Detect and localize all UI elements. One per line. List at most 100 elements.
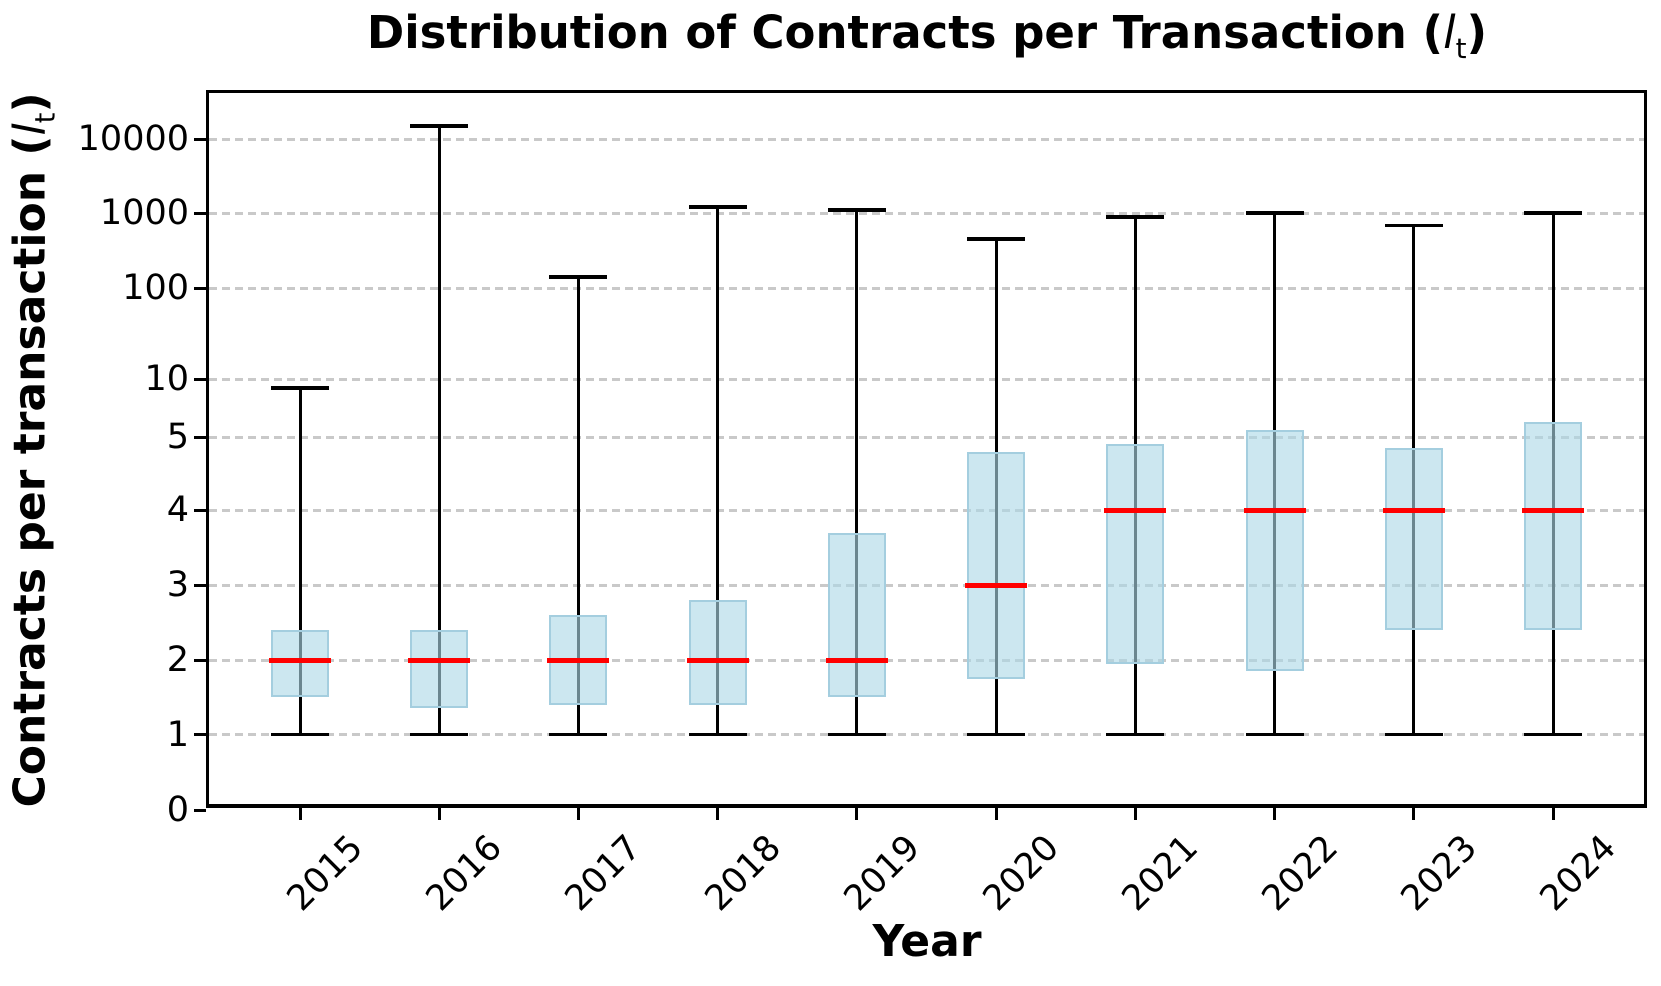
x-axis-label: Year <box>872 916 982 967</box>
median-2017 <box>547 657 610 663</box>
whisker-2016 <box>437 126 441 735</box>
x-tick-2023 <box>1412 808 1416 820</box>
x-tick-2021 <box>1133 808 1137 820</box>
gridline-100 <box>209 286 1644 290</box>
y-tick-10000 <box>194 137 206 141</box>
whisker-cap-bottom-2023 <box>1384 732 1443 737</box>
whisker-cap-top-2023 <box>1384 223 1443 228</box>
box-2022 <box>1245 429 1304 672</box>
median-2015 <box>269 657 331 663</box>
chart-title-math-sub: t <box>1455 32 1467 65</box>
median-2018 <box>686 657 749 663</box>
chart-title-close: ) <box>1466 6 1488 59</box>
y-axis-label-math-sub: t <box>30 112 62 124</box>
y-tick-label-0: 0 <box>166 790 189 830</box>
y-tick-label-10: 10 <box>144 359 189 399</box>
box-2024 <box>1524 421 1582 630</box>
whisker-cap-top-2024 <box>1524 211 1582 215</box>
median-2020 <box>965 582 1028 588</box>
chart-title-math-var: l <box>1443 6 1456 59</box>
x-tick-2016 <box>437 808 441 820</box>
median-2023 <box>1382 507 1445 513</box>
spine-right <box>1644 90 1647 808</box>
gridline-1000 <box>209 211 1644 215</box>
spine-bottom <box>206 804 1647 808</box>
y-tick-label-10000: 10000 <box>77 119 189 159</box>
y-tick-label-100: 100 <box>122 268 189 308</box>
y-tick-2 <box>194 658 206 662</box>
whisker-cap-top-2022 <box>1245 211 1304 215</box>
whisker-cap-bottom-2017 <box>549 732 608 737</box>
chart-title: Distribution of Contracts per Transactio… <box>207 6 1647 65</box>
box-2016 <box>410 630 469 709</box>
spine-left <box>206 90 209 808</box>
spine-top <box>206 90 1647 93</box>
y-tick-1 <box>194 733 206 736</box>
x-tick-2015 <box>298 808 302 820</box>
whisker-cap-bottom-2019 <box>827 732 886 737</box>
y-tick-1000 <box>194 211 206 215</box>
y-tick-0 <box>194 808 206 812</box>
y-axis-label-math-var: l <box>4 123 56 136</box>
y-tick-label-1000: 1000 <box>99 193 189 233</box>
whisker-cap-bottom-2015 <box>271 732 329 737</box>
whisker-cap-top-2018 <box>688 205 747 209</box>
whisker-2015 <box>298 387 302 735</box>
y-axis-label-close: ) <box>4 92 56 113</box>
median-2021 <box>1104 507 1167 513</box>
median-2019 <box>825 657 888 663</box>
chart-title-text: Distribution of Contracts per Transactio… <box>366 6 1444 59</box>
whisker-cap-bottom-2016 <box>410 732 469 737</box>
y-tick-3 <box>194 583 206 587</box>
gridline-10 <box>209 377 1644 381</box>
y-axis-label: Contracts per transaction (lt) <box>5 92 62 807</box>
box-2021 <box>1106 444 1165 664</box>
x-tick-2019 <box>855 808 859 820</box>
y-tick-5 <box>194 435 206 439</box>
x-tick-2017 <box>576 808 580 820</box>
y-tick-4 <box>194 508 206 512</box>
whisker-2019 <box>855 209 859 735</box>
box-2020 <box>967 451 1026 679</box>
gridline-3 <box>209 583 1644 587</box>
y-tick-label-1: 1 <box>166 714 189 755</box>
y-tick-100 <box>194 286 206 290</box>
y-tick-10 <box>194 377 206 381</box>
median-2024 <box>1522 507 1584 513</box>
whisker-cap-bottom-2021 <box>1106 732 1165 737</box>
box-2015 <box>271 630 329 698</box>
whisker-2018 <box>716 207 720 735</box>
gridline-2 <box>209 658 1644 662</box>
whisker-cap-top-2019 <box>827 208 886 212</box>
whisker-2017 <box>576 277 580 735</box>
whisker-cap-top-2021 <box>1106 215 1165 219</box>
whisker-cap-bottom-2022 <box>1245 732 1304 737</box>
whisker-cap-top-2015 <box>271 386 329 390</box>
whisker-cap-top-2017 <box>549 275 608 279</box>
whisker-cap-top-2020 <box>967 237 1026 241</box>
y-tick-label-5: 5 <box>166 417 189 457</box>
y-tick-label-4: 4 <box>166 490 189 530</box>
box-2019 <box>827 532 886 698</box>
whisker-cap-top-2016 <box>410 124 469 128</box>
x-tick-2020 <box>994 808 998 820</box>
gridline-10000 <box>209 137 1644 141</box>
gridline-4 <box>209 508 1644 512</box>
x-tick-2018 <box>716 808 720 820</box>
y-tick-label-2: 2 <box>166 640 189 680</box>
y-axis-label-text: Contracts per transaction ( <box>4 135 56 808</box>
whisker-cap-bottom-2020 <box>967 732 1026 737</box>
gridline-5 <box>209 435 1644 439</box>
box-2023 <box>1384 448 1443 630</box>
gridline-1 <box>209 733 1644 736</box>
box-2018 <box>688 600 747 705</box>
y-tick-label-3: 3 <box>166 565 189 605</box>
whisker-cap-bottom-2024 <box>1524 732 1582 737</box>
median-2022 <box>1243 507 1306 513</box>
x-tick-2022 <box>1273 808 1276 820</box>
x-tick-2024 <box>1551 808 1555 820</box>
whisker-cap-bottom-2018 <box>688 732 747 737</box>
